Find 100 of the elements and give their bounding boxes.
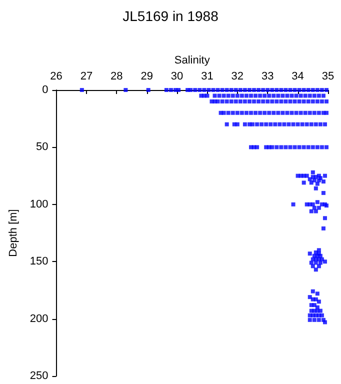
point [315, 145, 320, 150]
point [261, 99, 266, 104]
point [322, 260, 327, 264]
point [238, 99, 242, 104]
point [220, 88, 224, 92]
point [315, 88, 320, 92]
point [309, 122, 314, 126]
point [321, 94, 326, 98]
point [267, 110, 272, 115]
y-tick-label: 200 [30, 312, 48, 325]
point [322, 122, 327, 126]
point [321, 180, 326, 184]
point [314, 122, 318, 126]
point [284, 99, 288, 104]
x-tick-label: 28 [110, 70, 123, 82]
point [224, 88, 229, 92]
x-tick-label: 32 [231, 70, 244, 82]
point [274, 99, 279, 104]
point [324, 110, 328, 115]
point [268, 122, 273, 126]
point [280, 94, 285, 98]
point [266, 88, 270, 92]
point [217, 94, 222, 98]
point [320, 88, 324, 92]
point [266, 99, 270, 104]
point [211, 88, 216, 92]
point [318, 122, 322, 126]
y-axis-title: Depth [m] [8, 209, 20, 257]
point [146, 88, 150, 92]
point [318, 308, 322, 313]
point [270, 99, 274, 104]
point [286, 122, 291, 126]
point [309, 260, 314, 265]
point [315, 182, 320, 186]
point [315, 292, 320, 296]
point [298, 94, 303, 98]
point [322, 174, 327, 178]
point [314, 186, 318, 190]
x-tick-label: 35 [322, 70, 334, 82]
chart-title: JL5169 in 1988 [122, 8, 219, 24]
point [279, 88, 284, 92]
point [285, 94, 290, 98]
point [240, 110, 244, 115]
point [310, 99, 315, 104]
point [280, 110, 285, 115]
x-tick-label: 26 [50, 70, 62, 82]
point [235, 110, 240, 115]
point [264, 122, 268, 126]
point [242, 99, 247, 104]
point [252, 99, 256, 104]
point [254, 110, 258, 115]
point [308, 318, 312, 322]
point [310, 145, 315, 150]
point [320, 313, 324, 318]
x-tick-label: 31 [201, 70, 214, 82]
point [249, 94, 254, 98]
point [308, 94, 312, 98]
point [226, 110, 230, 115]
point [309, 209, 314, 214]
y-tick-label: 0 [42, 84, 48, 96]
point [316, 300, 321, 304]
point [176, 88, 181, 92]
point [320, 99, 324, 104]
point [290, 110, 294, 115]
point [288, 99, 292, 104]
point [316, 110, 321, 115]
x-tick-label: 29 [140, 70, 153, 82]
point [205, 94, 210, 98]
point [316, 264, 321, 268]
point [302, 145, 306, 150]
point [308, 295, 312, 300]
point [304, 174, 309, 178]
point [216, 99, 220, 104]
point [302, 180, 306, 185]
point [240, 94, 244, 98]
point [230, 94, 235, 98]
point [310, 289, 315, 294]
point [222, 110, 226, 115]
point [312, 303, 316, 308]
x-tick-label: 33 [261, 70, 274, 82]
y-tick-label: 100 [30, 198, 48, 210]
point [316, 318, 321, 322]
point [282, 122, 286, 126]
point [304, 122, 309, 126]
point [234, 88, 238, 92]
point [308, 177, 312, 182]
point [303, 110, 308, 115]
point [250, 122, 255, 126]
point [229, 99, 234, 104]
point [202, 88, 206, 92]
point [193, 88, 198, 92]
point [206, 88, 211, 92]
point [306, 145, 310, 150]
point [267, 94, 272, 98]
point [278, 122, 282, 126]
point [276, 110, 280, 115]
point [297, 88, 302, 92]
point [308, 252, 312, 256]
point [198, 88, 202, 92]
point [276, 94, 280, 98]
